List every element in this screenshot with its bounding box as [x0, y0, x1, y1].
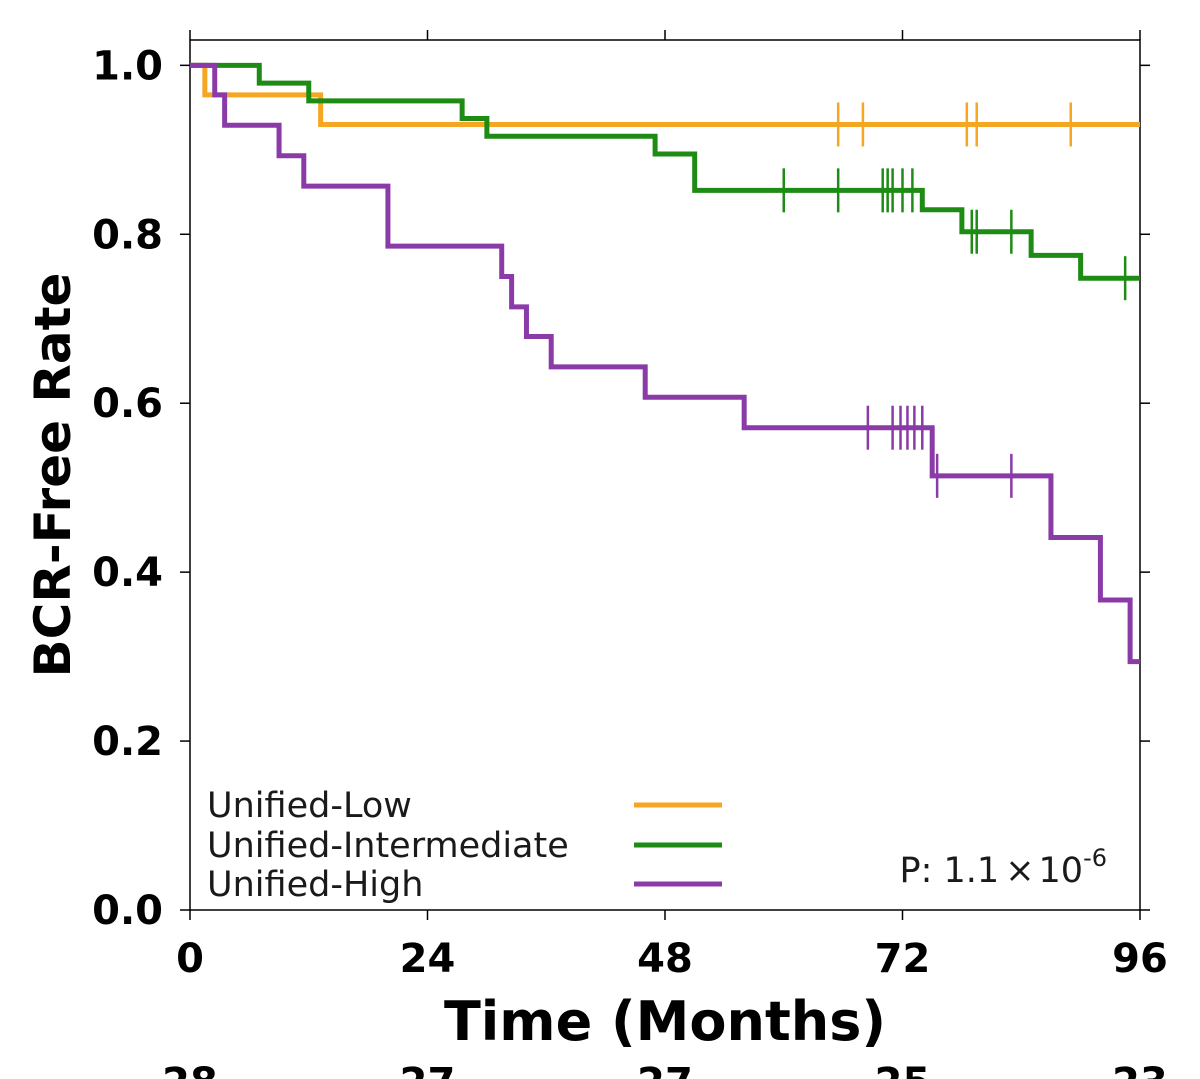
x-tick-label: 48 — [637, 936, 693, 982]
y-tick-label: 0.0 — [92, 888, 163, 934]
survival-curves — [190, 62, 1140, 665]
x-tick-label: 0 — [176, 936, 204, 982]
survival-line — [190, 62, 1140, 665]
legend-label: Unified-High — [207, 865, 423, 905]
at-risk-counts: 28 27 27 25 23 — [162, 1060, 1168, 1079]
y-axis: 0.0 0.2 0.4 0.6 0.8 1.0 — [92, 43, 1150, 934]
p-value-annotation: P: 1.1 × 10-6 — [900, 844, 1108, 891]
at-risk-count: 23 — [1112, 1060, 1168, 1079]
y-tick-label: 0.2 — [92, 719, 163, 765]
at-risk-count: 27 — [400, 1060, 456, 1079]
y-tick-label: 0.8 — [92, 212, 163, 258]
y-tick-label: 0.4 — [92, 550, 163, 596]
x-tick-label: 96 — [1112, 936, 1168, 982]
legend: Unified-LowUnified-IntermediateUnified-H… — [207, 786, 722, 905]
x-tick-label: 24 — [400, 936, 456, 982]
at-risk-count: 28 — [162, 1060, 218, 1079]
y-axis-title: BCR-Free Rate — [24, 273, 82, 678]
x-axis-title: Time (Months) — [444, 990, 886, 1053]
at-risk-count: 27 — [637, 1060, 693, 1079]
series-unified-low — [190, 62, 1140, 147]
p-value-times: × — [1005, 851, 1034, 891]
p-value-base: 10 — [1039, 851, 1084, 891]
x-tick-label: 72 — [875, 936, 931, 982]
legend-label: Unified-Intermediate — [207, 826, 569, 866]
p-value-exponent: -6 — [1083, 844, 1107, 872]
legend-label: Unified-Low — [207, 786, 412, 826]
survival-line — [190, 62, 1140, 281]
survival-line — [190, 62, 1140, 127]
series-unified-high — [190, 62, 1140, 665]
at-risk-count: 25 — [875, 1060, 931, 1079]
y-tick-label: 0.6 — [92, 381, 163, 427]
x-axis: 0 24 48 72 96 — [176, 30, 1168, 982]
p-value-label: P: 1.1 — [900, 851, 1000, 891]
y-tick-label: 1.0 — [92, 43, 163, 89]
series-unified-intermediate — [190, 62, 1140, 301]
